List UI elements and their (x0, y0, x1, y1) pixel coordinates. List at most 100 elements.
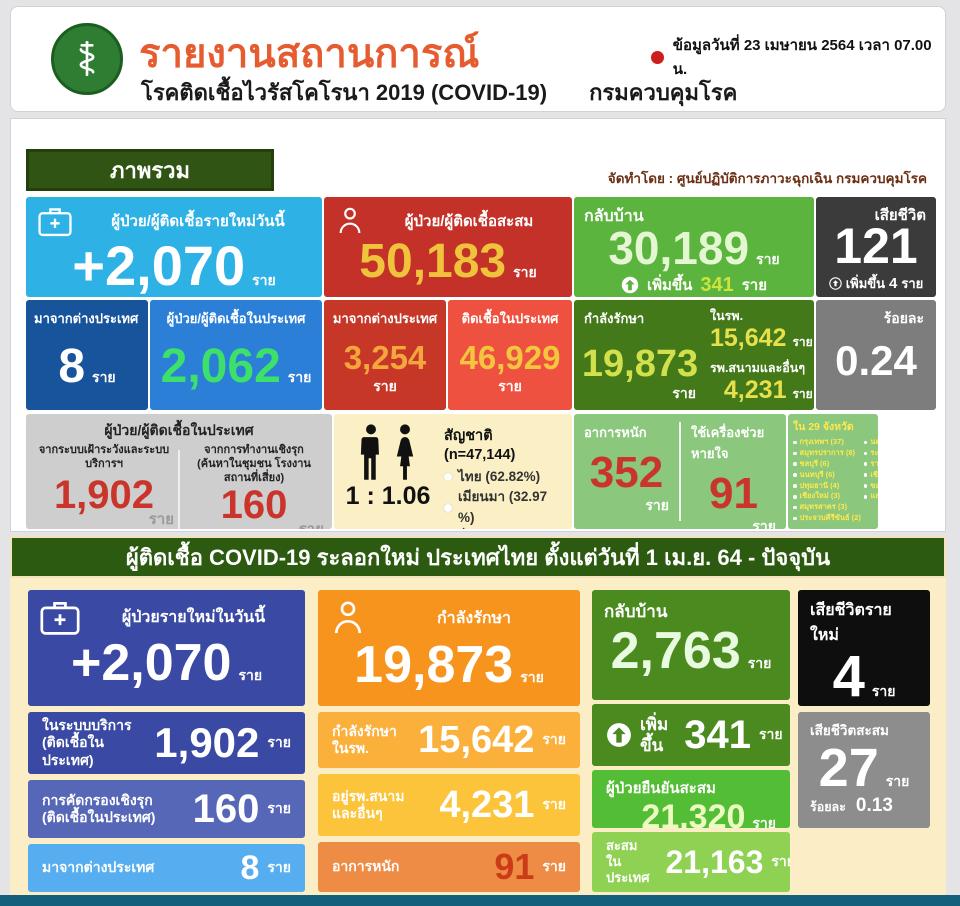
proactive-unit: ราย (299, 521, 324, 529)
female-icon (392, 424, 418, 480)
card-value: 19,873 (354, 636, 514, 694)
province-item: สมุทรปราการ (8) (793, 448, 861, 459)
card-unit: ราย (513, 264, 537, 280)
card-label: เสียชีวิต (874, 207, 926, 224)
card-value: 8 (240, 849, 260, 887)
ventilator-block: ใช้เครื่องช่วยหายใจ 91 ราย (681, 414, 786, 529)
card-unit: ราย (252, 272, 276, 288)
bottom-bar (0, 895, 960, 906)
card-unit: ราย (267, 800, 291, 816)
province-item: นครราชสีมา (2) (863, 437, 878, 448)
severe-value: 352 (589, 448, 664, 497)
card-value: 341 (684, 713, 751, 757)
surveillance-label: จากระบบเฝ้าระวังและระบบบริการฯ (38, 444, 170, 470)
bullet-icon (863, 462, 868, 466)
province-item: ประจวบคีรีขันธ์ (2) (793, 513, 861, 524)
card-unit: ราย (756, 251, 780, 267)
card-value: 15,642 (418, 719, 535, 761)
card-label: ผู้ป่วยรายใหม่ในวันนี้ (121, 608, 266, 626)
report-subtitle: โรคติดเชื้อไวรัสโคโรนา 2019 (COVID-19) กร… (141, 75, 737, 110)
province-item: กรุงเทพฯ (37) (793, 437, 861, 448)
card-nw-field-hospital: อยู่รพ.สนาม และอื่นๆ 4,231 ราย (318, 774, 580, 836)
card-death-rate: ร้อยละ 0.24 (816, 300, 936, 410)
caduceus-icon (66, 38, 108, 80)
card-unit: ราย (373, 378, 397, 394)
card-value: 160 (192, 787, 260, 831)
up-arrow-circle-icon (621, 276, 639, 294)
card-unit: ราย (747, 655, 772, 671)
card-value: +2,070 (72, 234, 246, 297)
card-nw-confirmed-cumulative: ผู้ป่วยยืนยันสะสม 21,320 ราย (592, 770, 790, 828)
date-text: ข้อมูลวันที่ 23 เมษายน 2564 เวลา 07.00 น… (672, 37, 932, 78)
up-arrow-circle-icon (828, 277, 842, 290)
bullet-icon (793, 473, 797, 477)
bullet-icon (793, 484, 797, 488)
bullet-icon (863, 473, 868, 477)
card-unit: ราย (267, 859, 291, 875)
card-label: กำลังรักษา (584, 311, 645, 326)
ventilator-label: ใช้เครื่องช่วยหายใจ (691, 425, 765, 461)
increase-unit: ราย (741, 277, 768, 294)
bullet-icon (793, 440, 797, 445)
card-value: 2,763 (610, 622, 741, 680)
new-wave-section: ผู้ป่วยรายใหม่ในวันนี้ +2,070 ราย ในระบบบ… (10, 578, 946, 895)
surveillance-block: จากระบบเฝ้าระวังและระบบบริการฯ 1,902 ราย (34, 444, 174, 529)
death-rate-row: ร้อยละ 0.13 (798, 795, 930, 817)
province-item: เชียงใหม่ (3) (793, 491, 861, 502)
card-unit: ราย (672, 385, 696, 401)
card-new-from-abroad: มาจากต่างประเทศ 8 ราย (26, 300, 148, 410)
card-value: 121 (834, 218, 918, 274)
rate-label: ร้อยละ (810, 800, 846, 814)
hospital-label: ในรพ. (710, 309, 744, 323)
card-label: มาจากต่างประเทศ (332, 311, 438, 326)
medical-kit-icon (38, 597, 82, 637)
proactive-sublabel: (ค้นหาในชุมชน โรงงาน สถานที่เสี่ยง) (197, 457, 311, 484)
province-item: ชลบุรี (6) (793, 459, 861, 470)
increase-label: เพิ่มขึ้น (646, 277, 693, 294)
bullet-icon (863, 484, 868, 488)
card-label: ติดเชื้อในประเทศ (461, 311, 559, 326)
card-label: สะสมใน ประเทศ (606, 837, 650, 886)
increase-row: เพิ่มขึ้น 4 ราย (816, 273, 936, 294)
card-label: ผู้ป่วย/ผู้ติดเชื้อในประเทศ (166, 311, 306, 326)
report-header: รายงานสถานการณ์ โรคติดเชื้อไวรัสโคโรนา 2… (10, 6, 946, 112)
severe-label: อาการหนัก (584, 425, 647, 440)
card-in-treatment: กำลังรักษา 19,873 ราย ในรพ. 15,642 ราย รพ… (574, 300, 814, 410)
card-nw-recovered-increase: เพิ่มขึ้น 341 ราย (592, 704, 790, 766)
data-date: ข้อมูลวันที่ 23 เมษายน 2564 เวลา 07.00 น… (651, 33, 945, 81)
card-label: กำลังรักษาในรพ. (332, 722, 397, 757)
card-new-domestic: ผู้ป่วย/ผู้ติดเชื้อในประเทศ 2,062 ราย (150, 300, 322, 410)
department-name: กรมควบคุมโรค (589, 80, 738, 105)
card-label: ในระบบบริการ (ติดเชื้อในประเทศ) (42, 716, 132, 768)
divider (178, 450, 180, 529)
moph-logo (51, 23, 123, 95)
divider (679, 422, 681, 521)
card-unit: ราย (885, 773, 910, 789)
card-label: ร้อยละ (883, 310, 924, 326)
person-icon (334, 204, 366, 238)
overview-title-box: ภาพรวม (26, 149, 274, 191)
province-item: ราชบุรี (1) (863, 459, 878, 470)
card-unit: ราย (498, 378, 522, 394)
card-unit: ราย (92, 369, 116, 385)
bullet-icon (793, 451, 797, 456)
card-label: อาการหนัก (332, 858, 400, 875)
card-nw-in-treatment: กำลังรักษา 19,873 ราย (318, 590, 580, 706)
province-item: และ 10 จังหวัด (863, 491, 878, 502)
card-demographics: 1 : 1.06 สัญชาติ (n=47,144) ไทย (62.82%)… (334, 414, 572, 529)
bullet-icon (863, 451, 868, 456)
card-unit: ราย (752, 815, 776, 828)
card-label: กลับบ้าน (604, 602, 668, 621)
card-cumulative-cases: ผู้ป่วย/ผู้ติดเชื้อสะสม 50,183 ราย (324, 197, 572, 297)
card-value: 4 (832, 644, 865, 706)
surveillance-value: 1,902 (53, 472, 155, 517)
bullet-icon (863, 440, 868, 445)
field-hospital-unit: ราย (792, 387, 813, 401)
ventilator-unit: ราย (752, 518, 776, 529)
card-label: เสียชีวิตรายใหม่ (810, 602, 892, 644)
nationality-item: ไทย (62.82%) (444, 467, 564, 487)
card-value: +2,070 (70, 634, 232, 692)
red-dot-icon (651, 50, 664, 64)
card-unit: ราย (287, 369, 312, 385)
proactive-value: 160 (220, 483, 288, 528)
